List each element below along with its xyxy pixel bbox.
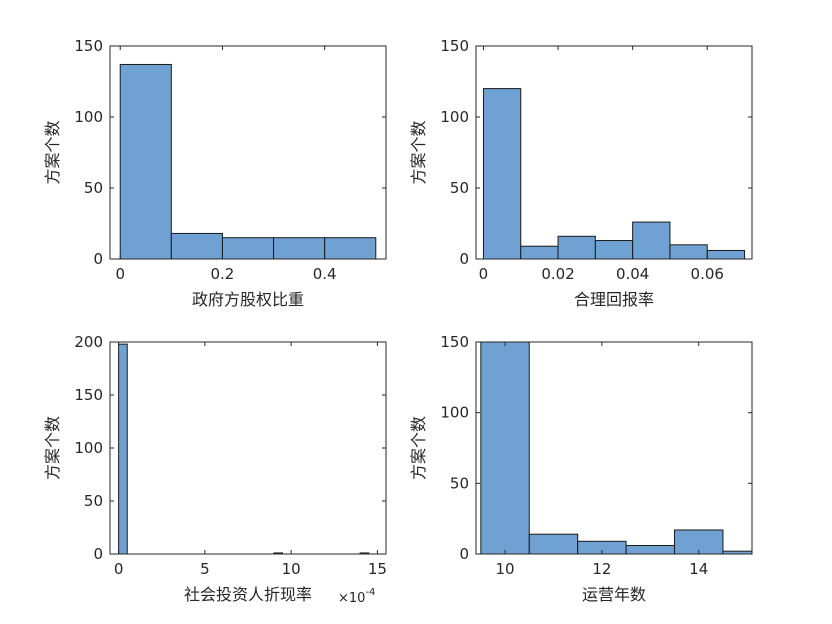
y-tick-label: 50: [84, 492, 103, 510]
histogram-panel-4: 10 12 14 0 50 100 150 运营年数 方案个数: [409, 333, 753, 604]
x-tick-label: 0.04: [616, 265, 649, 283]
axes-box: [475, 45, 753, 260]
histogram-bar: [480, 342, 530, 554]
x-tick-label: 0: [115, 265, 125, 283]
y-tick-label: 0: [459, 545, 469, 563]
x-tick-label: 12: [592, 560, 611, 578]
x-axis-label: 社会投资人折现率: [184, 585, 312, 604]
bars: [480, 342, 752, 554]
histogram-bar: [324, 237, 377, 259]
y-tick-label: 150: [74, 37, 103, 55]
histogram-bar: [669, 244, 708, 259]
y-tick-label: 150: [440, 37, 469, 55]
histogram-bar: [625, 545, 676, 554]
histogram-bar: [273, 237, 326, 259]
y-tick-label: 50: [84, 179, 103, 197]
x-tick-label: 15: [368, 560, 387, 578]
x-axis-label: 政府方股权比重: [192, 290, 304, 309]
y-tick-label: 150: [74, 386, 103, 404]
x-tick-label: 0: [114, 560, 124, 578]
histogram-panel-1: 0 0.2 0.4 0 50 100 150 政府方股权比重 方案个数: [43, 37, 387, 309]
y-tick-label: 0: [93, 250, 103, 268]
histogram-bar: [170, 232, 223, 259]
y-axis-label: 方案个数: [43, 120, 62, 184]
axes-box: [109, 341, 387, 555]
y-axis-label: 方案个数: [43, 416, 62, 480]
x-axis-exponent: ×10-4: [338, 587, 375, 606]
bars: [482, 88, 746, 259]
histogram-panel-2: 0 0.02 0.04 0.06 0 50 100 150 合理回报率 方案个数: [409, 37, 753, 309]
y-tick-label: 100: [440, 404, 469, 422]
y-tick-label: 150: [440, 333, 469, 351]
histogram-bar: [706, 249, 746, 259]
y-axis-label: 方案个数: [409, 416, 428, 480]
histogram-bar: [722, 550, 752, 554]
histogram-bar: [632, 221, 671, 259]
x-tick-label: 14: [689, 560, 708, 578]
x-tick-label: 0.06: [691, 265, 724, 283]
x-tick-label: 10: [282, 560, 301, 578]
y-axis-label: 方案个数: [409, 120, 428, 184]
axes-box: [109, 45, 387, 260]
bars: [118, 343, 370, 554]
axes-box: [475, 341, 753, 555]
y-tick-label: 100: [440, 108, 469, 126]
y-tick-label: 200: [74, 333, 103, 351]
y-tick-label: 0: [459, 250, 469, 268]
histogram-bar: [594, 240, 634, 259]
histogram-bar: [557, 235, 596, 259]
histogram-bar: [528, 533, 579, 554]
histogram-bar: [273, 552, 283, 554]
x-tick-label: 0.2: [211, 265, 235, 283]
y-tick-label: 50: [450, 474, 469, 492]
y-tick-label: 100: [74, 439, 103, 457]
y-tick-label: 0: [93, 545, 103, 563]
bars: [119, 63, 377, 259]
x-tick-label: 10: [496, 560, 515, 578]
x-tick-label: 5: [200, 560, 210, 578]
x-tick-label: 0.02: [541, 265, 574, 283]
histogram-bar: [359, 552, 370, 554]
histogram-bar: [482, 88, 522, 259]
histogram-bar: [520, 245, 559, 259]
x-axis-label: 合理回报率: [574, 290, 654, 309]
y-tick-label: 100: [74, 108, 103, 126]
histogram-bar: [119, 63, 172, 259]
histogram-bar: [221, 237, 275, 259]
histogram-bar: [118, 343, 128, 554]
x-tick-label: 0: [479, 265, 489, 283]
x-tick-label: 0.4: [313, 265, 337, 283]
y-tick-label: 50: [450, 179, 469, 197]
x-axis-label: 运营年数: [582, 585, 646, 604]
